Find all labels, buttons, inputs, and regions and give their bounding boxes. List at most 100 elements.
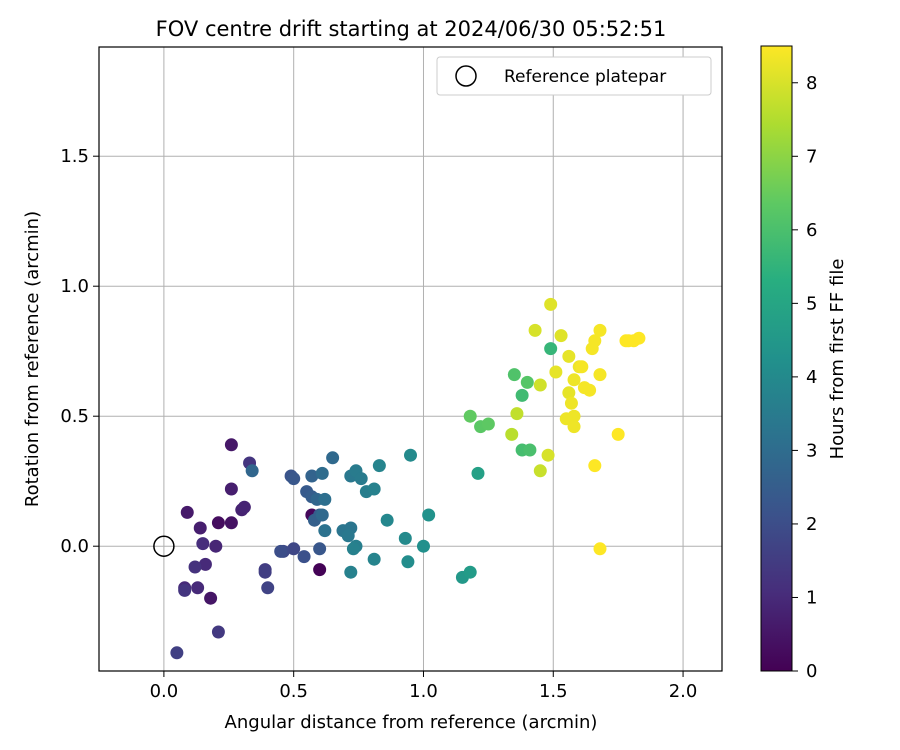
x-tick-label: 0.5 [279,681,308,702]
data-point [326,451,340,465]
data-point [261,581,275,595]
colorbar-tick-label: 7 [806,146,817,167]
y-axis-ticks: 0.0 0.5 1.0 1.5 [60,146,99,557]
y-tick-label: 0.0 [60,536,89,557]
data-point [463,409,477,423]
colorbar-label: Hours from first FF file [827,259,848,460]
data-point [593,368,607,382]
legend-box [436,56,712,96]
data-point [354,472,368,486]
data-point [398,531,412,545]
colorbar-tick-label: 3 [806,440,817,461]
data-point [315,466,329,480]
data-point [481,417,495,431]
chart-title: FOV centre drift starting at 2024/06/30 … [156,17,667,41]
data-point [575,360,589,374]
data-point [404,448,417,462]
data-point [209,539,223,553]
data-point [583,383,597,397]
x-axis-label: Angular distance from reference (arcmin) [225,712,598,733]
data-point [180,505,194,519]
data-point [237,500,251,514]
data-point [632,331,646,345]
colorbar-tick-label: 8 [806,73,817,94]
y-axis-label: Rotation from reference (arcmin) [22,211,43,507]
data-point [611,427,625,441]
legend-open-circle-icon [455,65,477,87]
data-point [204,591,218,605]
data-point [341,529,355,543]
colorbar-ticks: 0 1 2 3 4 5 6 7 8 [792,73,817,682]
data-point [305,469,319,483]
data-point [318,492,332,506]
x-tick-label: 1.5 [539,681,568,702]
data-point [346,542,360,556]
data-point [315,508,329,522]
data-point [224,482,238,496]
y-tick-label: 1.0 [60,276,89,297]
data-point [313,563,327,577]
data-point [554,329,568,343]
data-point [211,625,225,639]
data-point [367,482,381,496]
data-point [297,550,311,564]
data-point [544,342,558,356]
data-point [198,557,212,571]
data-point [520,375,534,389]
data-point [380,513,394,527]
y-tick-label: 0.5 [60,406,89,427]
data-point [211,516,225,530]
data-point [188,560,202,574]
data-point [471,466,485,480]
data-point [416,539,430,553]
colorbar-tick-label: 5 [806,293,817,314]
data-point [567,420,581,434]
legend-label: Reference platepar [504,67,666,87]
data-points [170,297,646,660]
reference-point-marker [153,535,175,557]
data-point [422,508,436,522]
data-point [224,438,238,452]
colorbar-tick-label: 6 [806,220,817,241]
data-point [287,472,301,486]
data-point [191,581,205,595]
colorbar-tick-label: 4 [806,367,817,388]
x-tick-label: 2.0 [669,681,698,702]
legend: Reference platepar [436,56,712,96]
plot-frame [98,46,723,672]
data-point [507,368,521,382]
data-point [245,464,259,478]
data-point [367,552,381,566]
data-point [533,378,547,392]
data-point [193,521,207,535]
colorbar-tick-label: 2 [806,514,817,535]
x-tick-label: 0.0 [150,681,179,702]
colorbar-tick-label: 1 [806,587,817,608]
data-point [287,542,301,556]
colorbar-gradient [760,45,793,672]
data-point [562,349,576,363]
data-point [564,396,578,410]
data-point [541,448,555,462]
data-point [523,443,537,457]
data-point [318,524,332,538]
data-point [593,323,607,337]
data-point [224,516,238,530]
colorbar: 0 1 2 3 4 5 6 7 8 Hours from first FF file [760,45,848,682]
data-point [258,565,272,579]
x-axis-ticks: 0.0 0.5 1.0 1.5 2.0 [150,671,698,702]
grid [99,47,722,671]
x-tick-label: 1.0 [409,681,438,702]
data-point [196,537,210,551]
data-point [313,542,327,556]
data-point [549,365,563,379]
data-point [170,646,184,660]
colorbar-tick-label: 0 [806,661,817,682]
data-point [372,459,386,473]
data-point [515,388,529,402]
data-point [344,565,358,579]
data-point [562,386,576,400]
data-point [588,459,602,473]
y-tick-label: 1.5 [60,146,89,167]
